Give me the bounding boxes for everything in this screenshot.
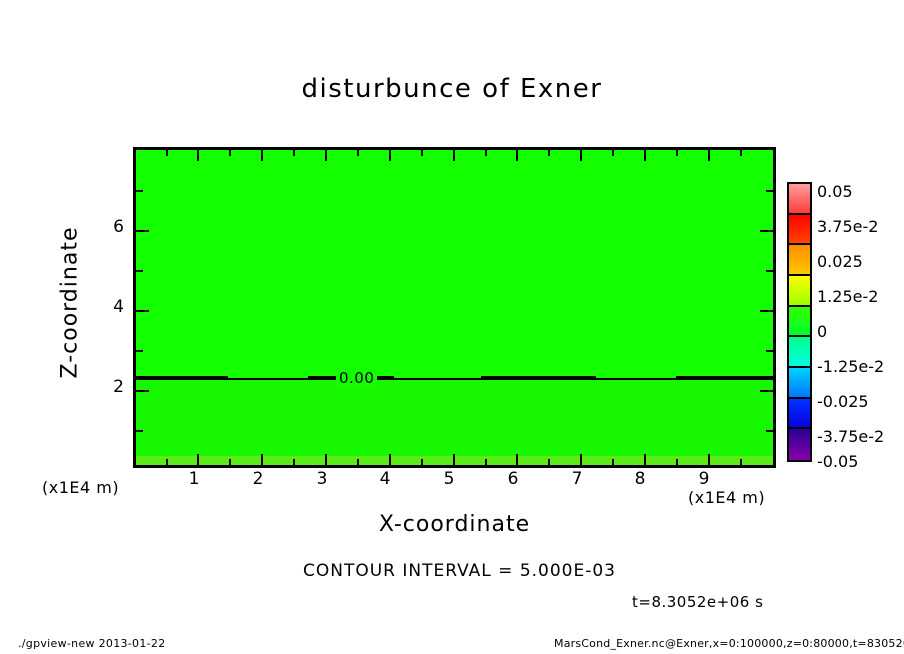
contour-label: 0.00	[336, 371, 378, 386]
y-tick-label: 2	[113, 377, 124, 397]
x-tick-label: 7	[571, 469, 583, 489]
colorbar-label: 0	[817, 322, 828, 341]
x-axis-title: X-coordinate	[378, 512, 531, 537]
contour-line-zero	[136, 378, 773, 380]
timestamp-text: t=8.3052e+06 s	[632, 593, 764, 611]
contour-label-text: 0.00	[336, 371, 378, 386]
x-unit-right: (x1E4 m)	[688, 488, 766, 507]
x-unit-left: (x1E4 m)	[42, 478, 120, 497]
colorbar	[787, 182, 812, 462]
colorbar-cell-8	[789, 429, 810, 460]
x-tick-label: 9	[698, 469, 710, 489]
colorbar-cell-2	[789, 245, 810, 276]
colorbar-label: 0.025	[817, 252, 863, 271]
colorbar-label: -1.25e-2	[817, 357, 885, 376]
x-tick-label: 6	[507, 469, 519, 489]
colorbar-label: 1.25e-2	[817, 287, 879, 306]
x-tick-label: 8	[634, 469, 646, 489]
colorbar-label: -0.025	[817, 392, 869, 411]
field-band-lower	[136, 378, 773, 456]
colorbar-cell-4	[789, 306, 810, 338]
colorbar-cell-0	[789, 184, 810, 215]
x-tick-label: 3	[316, 469, 328, 489]
y-axis-title: Z-coordinate	[57, 226, 83, 379]
field-canvas	[136, 150, 773, 465]
colorbar-cell-1	[789, 214, 810, 246]
page-title: disturbunce of Exner	[301, 74, 603, 104]
colorbar-cell-5	[789, 337, 810, 368]
y-tick-label: 4	[113, 297, 124, 317]
colorbar-label: -3.75e-2	[817, 427, 885, 446]
contour-line-segment	[481, 376, 596, 378]
footer-right-text: MarsCond_Exner.nc@Exner,x=0:100000,z=0:8…	[554, 637, 904, 650]
colorbar-cell-3	[789, 275, 810, 307]
x-tick-label: 2	[252, 469, 264, 489]
colorbar-cell-7	[789, 398, 810, 430]
y-tick-label: 6	[113, 217, 124, 237]
contour-line-segment	[676, 376, 773, 378]
colorbar-label: -0.05	[817, 452, 859, 471]
footer-left-text: ./gpview-new 2013-01-22	[18, 637, 166, 650]
colorbar-label: 0.05	[817, 182, 853, 201]
colorbar-label: 3.75e-2	[817, 217, 879, 236]
x-tick-label: 4	[379, 469, 391, 489]
x-tick-label: 5	[443, 469, 455, 489]
contour-plot-area: 0.00	[133, 147, 776, 468]
colorbar-cell-6	[789, 367, 810, 399]
contour-interval-text: CONTOUR INTERVAL = 5.000E-03	[303, 561, 616, 581]
x-tick-label: 1	[188, 469, 200, 489]
field-band-upper	[136, 150, 773, 378]
contour-line-segment	[136, 376, 228, 378]
